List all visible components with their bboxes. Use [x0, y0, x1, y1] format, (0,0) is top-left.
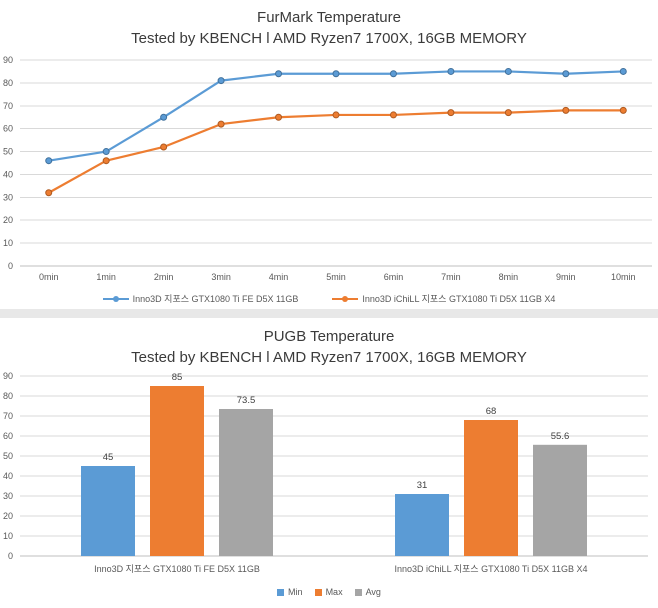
- data-point-marker: [619, 67, 627, 75]
- data-point-marker: [562, 70, 570, 78]
- furmark-plot-area: 0 10 20 30 40 50 60 70 80 90 0min 1min 2min 3min 4min 5…: [0, 49, 658, 287]
- bar-value-label: 31: [417, 480, 428, 491]
- data-point-marker: [389, 70, 397, 78]
- data-point-marker: [160, 143, 168, 151]
- legend-swatch-icon: [354, 588, 362, 596]
- bar-value-label: 55.6: [551, 431, 570, 442]
- y-tick-label: 0: [8, 261, 13, 271]
- data-point-marker: [102, 157, 110, 165]
- x-tick-label: 3min: [211, 272, 231, 282]
- legend-item: Avg: [354, 586, 381, 598]
- furmark-line-chart: FurMark Temperature Tested by KBENCH l A…: [0, 9, 658, 305]
- x-tick-label: 8min: [499, 272, 519, 282]
- legend-item: Inno3D 지포스 GTX1080 Ti FE D5X 11GB: [102, 293, 299, 305]
- y-tick-label: 50: [3, 147, 13, 157]
- x-tick-label: 2min: [154, 272, 174, 282]
- legend-label: Inno3D iChiLL 지포스 GTX1080 Ti D5X 11GB X4: [362, 294, 556, 304]
- y-tick-label: 50: [3, 451, 13, 461]
- bar-avg: [533, 444, 587, 556]
- pubg-chart-title: PUGB Temperature: [263, 328, 395, 345]
- bar-value-label: 85: [172, 372, 183, 383]
- x-tick-label: 0min: [39, 272, 59, 282]
- data-point-marker: [217, 77, 225, 85]
- data-point-marker: [45, 189, 53, 197]
- data-point-marker: [275, 113, 283, 121]
- data-point-marker: [217, 120, 225, 128]
- furmark-chart-subtitle: Tested by KBENCH l AMD Ryzen7 1700X, 16G…: [131, 30, 527, 47]
- x-tick-label: 6min: [384, 272, 404, 282]
- data-point-marker: [447, 67, 455, 75]
- data-point-marker: [619, 106, 627, 114]
- y-tick-label: 90: [3, 372, 13, 381]
- legend-label: Inno3D 지포스 GTX1080 Ti FE D5X 11GB: [132, 294, 299, 304]
- data-point-marker: [332, 70, 340, 78]
- y-tick-label: 40: [3, 471, 13, 481]
- x-tick-label: 7min: [441, 272, 461, 282]
- y-tick-label: 40: [3, 169, 13, 179]
- y-tick-label: 60: [3, 124, 13, 134]
- legend-line-marker-icon: [102, 296, 129, 302]
- bar-avg: [219, 409, 273, 556]
- data-point-marker: [389, 111, 397, 119]
- data-point-marker: [504, 109, 512, 117]
- legend-swatch-icon: [314, 588, 322, 596]
- data-point-marker: [102, 148, 110, 156]
- bar-value-label: 68: [486, 406, 497, 417]
- legend-label: Max: [325, 587, 343, 597]
- data-point-marker: [45, 157, 53, 165]
- pubg-plot-area: 0 10 20 30 40 50 60 70 80 90 45 85 73.5 Inno3D 지포스 GT…: [0, 372, 658, 580]
- y-tick-label: 10: [3, 531, 13, 541]
- category-label: Inno3D 지포스 GTX1080 Ti FE D5X 11GB: [94, 564, 260, 574]
- data-point-marker: [562, 106, 570, 114]
- bar-max: [464, 420, 518, 556]
- y-tick-label: 60: [3, 431, 13, 441]
- section-divider: [0, 309, 658, 318]
- legend-item: Inno3D iChiLL 지포스 GTX1080 Ti D5X 11GB X4: [332, 293, 555, 305]
- pubg-legend: Min Max Avg: [0, 586, 658, 598]
- data-point-marker: [504, 67, 512, 75]
- category-label: Inno3D iChiLL 지포스 GTX1080 Ti D5X 11GB X4: [395, 564, 588, 574]
- legend-label: Avg: [365, 587, 381, 597]
- data-point-marker: [332, 111, 340, 119]
- pubg-chart-subtitle: Tested by KBENCH l AMD Ryzen7 1700X, 16G…: [131, 349, 527, 366]
- legend-item: Min: [277, 586, 303, 598]
- data-point-marker: [447, 109, 455, 117]
- y-tick-label: 90: [3, 55, 13, 65]
- y-tick-label: 10: [3, 238, 13, 248]
- x-tick-label: 1min: [96, 272, 116, 282]
- furmark-legend: Inno3D 지포스 GTX1080 Ti FE D5X 11GB Inno3D …: [0, 293, 658, 305]
- legend-line-marker-icon: [332, 296, 359, 302]
- pubg-bar-chart: PUGB Temperature Tested by KBENCH l AMD …: [0, 318, 658, 598]
- x-tick-label: 5min: [326, 272, 346, 282]
- bar-min: [395, 494, 449, 556]
- data-point-marker: [160, 113, 168, 121]
- bar-value-label: 45: [103, 452, 114, 463]
- y-tick-label: 70: [3, 411, 13, 421]
- bar-value-label: 73.5: [237, 395, 256, 406]
- bar-max: [150, 386, 204, 556]
- bar-min: [81, 466, 135, 556]
- legend-item: Max: [314, 586, 343, 598]
- furmark-chart-title: FurMark Temperature: [257, 9, 401, 26]
- x-tick-label: 10min: [611, 272, 636, 282]
- data-point-marker: [275, 70, 283, 78]
- y-tick-label: 20: [3, 511, 13, 521]
- y-tick-label: 20: [3, 215, 13, 225]
- y-tick-label: 70: [3, 101, 13, 111]
- pubg-plot-svg: 0 10 20 30 40 50 60 70 80 90 45 85 73.5 Inno3D 지포스 GT…: [3, 372, 648, 574]
- furmark-plot-svg: 0 10 20 30 40 50 60 70 80 90 0min 1min 2min 3min 4min 5…: [3, 55, 652, 282]
- y-tick-label: 30: [3, 491, 13, 501]
- legend-label: Min: [288, 587, 303, 597]
- y-tick-label: 80: [3, 78, 13, 88]
- x-tick-label: 9min: [556, 272, 576, 282]
- y-tick-label: 30: [3, 192, 13, 202]
- y-tick-label: 80: [3, 391, 13, 401]
- y-tick-label: 0: [8, 551, 13, 561]
- legend-swatch-icon: [277, 588, 285, 596]
- x-tick-label: 4min: [269, 272, 289, 282]
